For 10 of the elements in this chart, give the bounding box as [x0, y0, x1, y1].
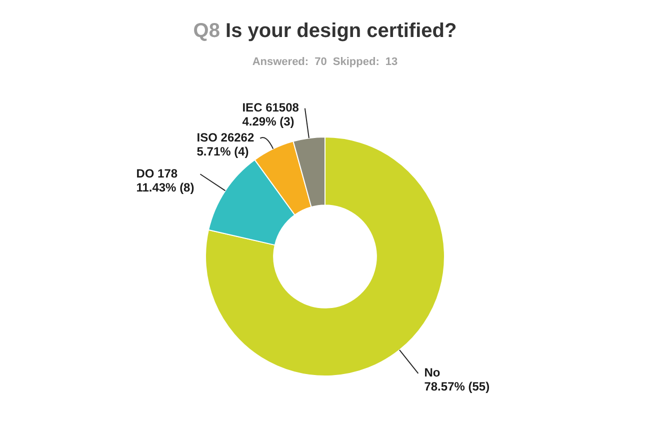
data-label: 4.29% (3) — [242, 114, 294, 129]
slice-label: IEC 61508 — [242, 100, 300, 115]
slice-label: DO 178 — [136, 166, 178, 180]
chart-title: Q8 Is your design certified? — [193, 20, 457, 42]
data-label: 5.71% (4) — [196, 144, 249, 159]
chart-subtitle: Answered: 70 Skipped: 13 — [251, 56, 399, 69]
slice-label: No — [424, 366, 440, 380]
data-label: 78.57% (55) — [424, 380, 490, 394]
data-label: 11.43% (8) — [136, 180, 194, 194]
slice-label: ISO 26262 — [196, 130, 254, 145]
